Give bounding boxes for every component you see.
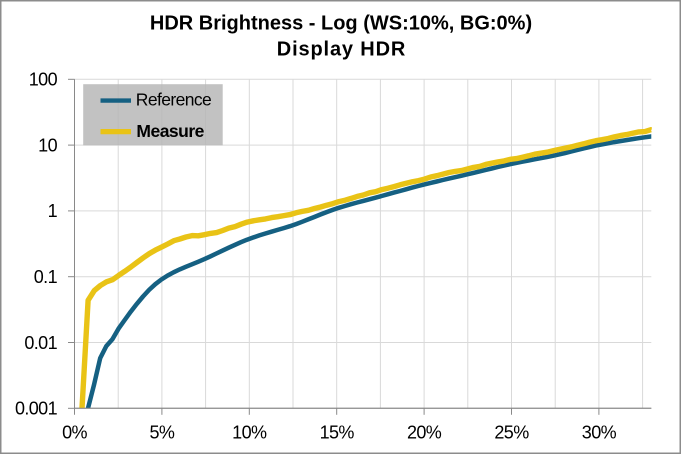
svg-text:0%: 0% (62, 423, 87, 443)
svg-text:100: 100 (29, 70, 58, 90)
svg-text:0.1: 0.1 (34, 267, 58, 287)
svg-text:Measure: Measure (136, 121, 204, 141)
svg-text:10%: 10% (232, 423, 267, 443)
svg-text:Reference: Reference (136, 90, 211, 110)
svg-text:HDR Brightness - Log (WS:10%,: HDR Brightness - Log (WS:10%, BG:0%) (150, 13, 532, 35)
svg-text:0.01: 0.01 (24, 333, 57, 353)
svg-text:5%: 5% (149, 423, 174, 443)
svg-text:30%: 30% (582, 423, 617, 443)
svg-text:15%: 15% (320, 423, 355, 443)
svg-text:Display HDR: Display HDR (277, 39, 406, 61)
svg-text:25%: 25% (494, 423, 529, 443)
svg-text:1: 1 (48, 201, 58, 221)
svg-text:20%: 20% (407, 423, 442, 443)
svg-text:10: 10 (38, 135, 57, 155)
svg-text:0.001: 0.001 (15, 399, 58, 419)
